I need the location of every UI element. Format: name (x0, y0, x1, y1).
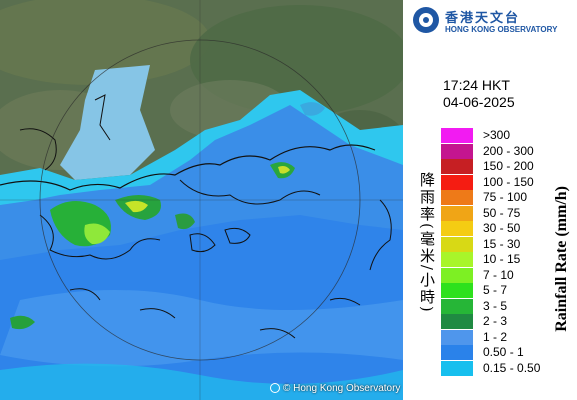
logo-name-en: HONG KONG OBSERVATORY (445, 25, 558, 34)
legend-swatch (441, 298, 473, 314)
river-outline (94, 94, 111, 141)
legend-swatch (441, 252, 473, 267)
legend-swatch (441, 345, 473, 360)
copyright-notice: © Hong Kong Observatory (270, 383, 400, 394)
estuary-water (60, 65, 155, 180)
legend-swatch (441, 221, 473, 236)
legend-band-label: 10 - 15 (483, 252, 521, 266)
coastline (39, 214, 161, 260)
radar-date: 04-06-2025 (443, 94, 515, 110)
hko-logo-icon (413, 7, 439, 33)
legend-band-label: 150 - 200 (483, 159, 534, 173)
heavy-rain-cell (10, 315, 35, 330)
coastline (179, 179, 321, 205)
legend-swatch (441, 159, 473, 174)
legend-swatch (441, 283, 473, 298)
island-outline (224, 227, 251, 244)
legend-swatch (441, 314, 473, 329)
radar-map[interactable]: © Hong Kong Observatory (0, 0, 403, 400)
info-panel: 香港天文台 HONG KONG OBSERVATORY 17:24 HKT 04… (403, 0, 577, 400)
heavy-rain-core (84, 223, 110, 245)
coastline (369, 199, 392, 271)
coastline (0, 144, 376, 191)
legend-swatch (441, 174, 473, 190)
rain-cell (300, 102, 325, 116)
legend-band-label: 0.50 - 1 (483, 345, 524, 359)
radar-time: 17:24 HKT (443, 77, 510, 93)
radar-map-canvas (0, 0, 403, 400)
legend-band-label: 30 - 50 (483, 221, 521, 235)
heavy-rain-cell (175, 213, 195, 230)
legend-swatch (441, 236, 473, 252)
legend-band-label: 200 - 300 (483, 143, 534, 158)
copyright-text: © Hong Kong Observatory (283, 383, 401, 394)
legend-band-label: 50 - 75 (483, 205, 521, 220)
heavy-rain-core (125, 200, 148, 213)
legend-band-label: 5 - 7 (483, 283, 508, 297)
logo-name-zh: 香港天文台 (445, 11, 521, 26)
legend-swatch (441, 143, 473, 159)
legend-title-en: Rainfall Rate (mm/h) (553, 186, 570, 332)
island-outline (189, 233, 216, 253)
legend-band-label: 7 - 10 (483, 267, 514, 282)
moderate-rain-band (0, 290, 403, 367)
legend-band-label: 1 - 2 (483, 329, 508, 344)
hko-icon (270, 383, 280, 393)
coastline (19, 128, 57, 171)
island-outline (69, 288, 361, 339)
hko-logo: 香港天文台 HONG KONG OBSERVATORY (413, 6, 575, 36)
legend-band-label: 3 - 5 (483, 298, 508, 313)
legend-band-label: >300 (483, 128, 511, 142)
legend-band-label: 0.15 - 0.50 (483, 360, 541, 375)
legend-swatch (441, 128, 473, 143)
terrain-patch (0, 0, 210, 85)
legend-swatch (441, 360, 473, 376)
light-rain-band (0, 363, 403, 400)
legend-swatch (441, 267, 473, 283)
legend-swatch (441, 190, 473, 205)
legend-swatch (441, 205, 473, 221)
legend-swatch (441, 329, 473, 345)
legend-band-label: 15 - 30 (483, 236, 521, 251)
legend-band-label: 75 - 100 (483, 190, 528, 204)
legend-band-label: 100 - 150 (483, 174, 534, 189)
heavy-rain-core (278, 166, 290, 174)
legend-band-label: 2 - 3 (483, 314, 508, 328)
legend-title-zh: 降雨率(毫米/小時) (418, 172, 436, 314)
